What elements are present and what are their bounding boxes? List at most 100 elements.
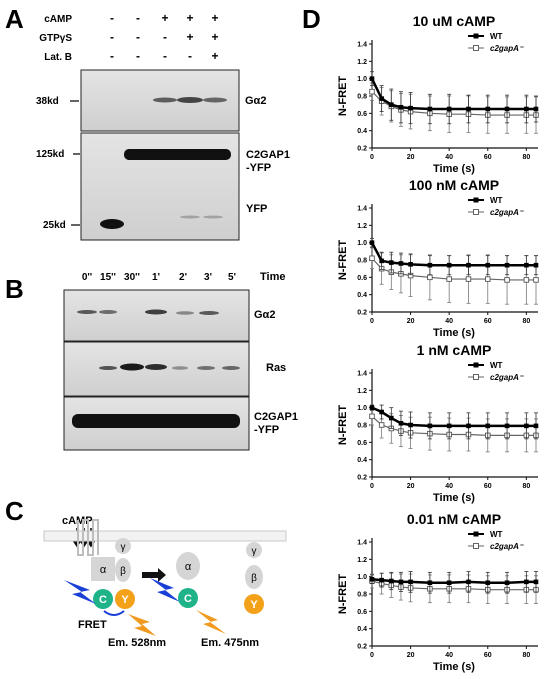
y-tick-label: 0.6: [357, 440, 367, 447]
legend-label-wt: WT: [490, 196, 503, 205]
y-axis-label: N-FRET: [337, 76, 349, 117]
y-tick-label: 0.2: [357, 310, 367, 317]
y-tick-label: 0.8: [357, 423, 367, 430]
series-line: [371, 578, 536, 584]
y-tick-label: 1.4: [357, 371, 367, 378]
lightning-orange-1: [128, 614, 156, 636]
blot-label-ras: Ras: [266, 362, 286, 374]
series-line: [371, 91, 536, 116]
data-point-wt: [379, 96, 384, 101]
x-axis-label: Time (s): [433, 661, 475, 673]
time-point-label: 3': [204, 272, 212, 283]
series-line: [371, 406, 536, 428]
legend-label-c2gapa: c2gapA⁻: [490, 44, 524, 53]
time-point-label: 15'': [100, 272, 116, 283]
x-tick-label: 80: [522, 318, 530, 325]
band: [177, 97, 203, 103]
data-point-wt: [466, 423, 471, 429]
y-tick-label: 0.6: [357, 275, 367, 282]
x-tick-label: 80: [522, 483, 530, 490]
band: [176, 311, 194, 315]
x-tick-label: 60: [484, 318, 492, 325]
y-tick-label: 0.4: [357, 626, 367, 633]
panel-b-letter: B: [5, 274, 24, 304]
bands-a-c2gap1: [100, 149, 231, 229]
data-point-wt: [466, 262, 471, 268]
y-tick-label: 0.2: [357, 146, 367, 153]
data-point-wt: [427, 423, 433, 429]
alpha-subunit: [91, 557, 115, 581]
band: [222, 366, 240, 370]
lane-sign: -: [163, 30, 167, 44]
blot-label-c2gap1-line2: -YFP: [246, 162, 271, 174]
lane-sign: -: [188, 49, 192, 63]
alpha-free-label: α: [185, 561, 192, 573]
y-tick-label: 1.2: [357, 557, 367, 564]
data-point-wt: [524, 262, 529, 268]
yfp-label: Y: [121, 594, 129, 606]
x-tick-label: 0: [370, 154, 374, 161]
cell-membrane: [43, 530, 287, 542]
chart-1: 10 uM cAMP 0.2 0.4 0.6 0.8 1.0 1.2 1.4 0 20 40 60 80…: [337, 13, 539, 175]
blot-label-c2gap1-yfp: C2GAP1 -YFP: [246, 149, 293, 174]
lane-sign: +: [186, 11, 193, 25]
band: [199, 311, 219, 315]
y-tick-label: 1.4: [357, 42, 367, 49]
data-point-wt: [379, 258, 384, 264]
panel-d: D 10 uM cAMP 0.2 0.4 0.6 0.8 1.0 1.2 1.4 0 20 40 60…: [302, 4, 539, 673]
x-tick-label: 0: [370, 318, 374, 325]
data-point-wt: [427, 106, 433, 112]
x-tick-label: 60: [484, 652, 492, 659]
band: [145, 364, 167, 370]
panel-b-time-points: 0'' 15'' 30'' 1' 2' 3' 5': [82, 272, 236, 283]
x-tick-label: 20: [407, 318, 415, 325]
blot-label-b-galpha2: Gα2: [254, 309, 275, 321]
panel-c: C cAMP γ α β C Y FRET α: [5, 496, 287, 649]
x-tick-label: 20: [407, 483, 415, 490]
lightning-blue-2: [150, 578, 180, 602]
y-tick-label: 1.0: [357, 240, 367, 247]
lane-sign: -: [110, 30, 114, 44]
gpcr-receptor: [77, 519, 99, 556]
y-tick-label: 0.6: [357, 111, 367, 118]
lane-sign: -: [136, 11, 140, 25]
panel-a-letter: A: [5, 4, 24, 34]
yfp-free-label: Y: [250, 599, 258, 611]
alpha-subunit-free: [176, 552, 200, 580]
y-tick-label: 1.0: [357, 76, 367, 83]
time-point-label: 5': [228, 272, 236, 283]
data-point-wt: [408, 262, 413, 267]
data-point-c2gapa: [465, 276, 472, 282]
chart-2: 100 nM cAMP 0.2 0.4 0.6 0.8 1.0 1.2 1.4 0 20 40 60 8…: [337, 177, 539, 339]
data-point-wt: [398, 104, 404, 110]
y-tick-label: 0.4: [357, 128, 367, 135]
legend-label-c2gapa: c2gapA⁻: [490, 208, 524, 217]
time-point-label: 2': [179, 272, 187, 283]
emission-528: Em. 528nm: [108, 637, 166, 649]
heterotrimer-bound: γ α β C Y: [91, 538, 135, 616]
data-point-wt: [408, 422, 413, 428]
data-point-wt: [446, 580, 452, 586]
data-point-wt: [388, 578, 394, 584]
data-point-wt: [398, 420, 404, 426]
blot-label-c2gap1-line1: C2GAP1: [246, 149, 290, 161]
gamma-free-label: γ: [252, 546, 257, 557]
chart-3: 1 nM cAMP 0.2 0.4 0.6 0.8 1.0 1.2 1.4 0 20 40 60 80 T…: [337, 342, 539, 504]
data-point-wt: [504, 423, 510, 429]
data-point-c2gapa: [523, 277, 530, 283]
blot-label-yfp: YFP: [246, 203, 267, 215]
y-tick-label: 1.2: [357, 223, 367, 230]
data-point-wt: [388, 415, 394, 421]
band: [197, 366, 215, 370]
bands-b-ras: [99, 363, 240, 371]
x-tick-label: 40: [445, 154, 453, 161]
panel-d-charts: 10 uM cAMP 0.2 0.4 0.6 0.8 1.0 1.2 1.4 0 20 40 60 80…: [337, 13, 539, 673]
time-point-label: 1': [152, 272, 160, 283]
alpha-label: α: [100, 564, 107, 576]
y-axis-label: N-FRET: [337, 240, 349, 281]
gamma-subunit: [115, 538, 131, 554]
beta-free-label: β: [251, 573, 257, 584]
bands-a-galpha2: [153, 97, 227, 103]
data-point-wt: [533, 262, 539, 268]
